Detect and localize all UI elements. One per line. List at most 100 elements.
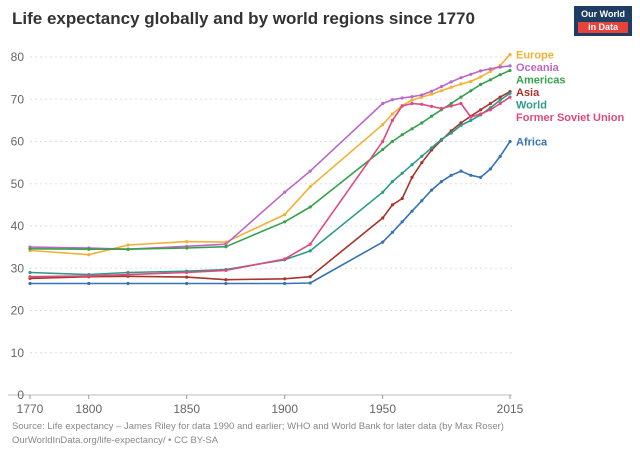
series-point-europe bbox=[308, 185, 312, 189]
series-point-americas bbox=[283, 220, 287, 224]
x-tick-label: 1950 bbox=[369, 402, 396, 416]
series-point-europe bbox=[410, 98, 414, 102]
series-point-americas bbox=[400, 133, 404, 137]
series-point-africa bbox=[390, 230, 394, 234]
series-point-europe bbox=[479, 75, 483, 79]
series-label-americas: Americas bbox=[516, 74, 566, 86]
series-point-former-soviet-union bbox=[381, 139, 385, 144]
series-point-former-soviet-union bbox=[449, 104, 453, 108]
series-point-europe bbox=[449, 85, 453, 89]
series-point-world bbox=[400, 171, 404, 175]
series-point-asia bbox=[410, 175, 414, 179]
series-point-asia bbox=[283, 277, 287, 281]
series-point-africa bbox=[449, 173, 453, 177]
series-point-oceania bbox=[469, 72, 473, 76]
series-point-oceania bbox=[420, 93, 424, 97]
series-point-asia bbox=[420, 161, 424, 165]
series-label-africa: Africa bbox=[516, 137, 548, 149]
series-point-oceania bbox=[508, 64, 512, 68]
series-point-africa bbox=[508, 139, 512, 144]
series-point-world bbox=[469, 118, 473, 122]
series-point-former-soviet-union bbox=[185, 270, 189, 275]
series-point-oceania bbox=[390, 98, 394, 102]
owid-logo-text-bottom: in Data bbox=[578, 21, 628, 34]
series-point-former-soviet-union bbox=[400, 104, 404, 108]
series-point-oceania bbox=[449, 80, 453, 84]
series-point-former-soviet-union bbox=[430, 104, 434, 108]
series-point-former-soviet-union bbox=[87, 274, 91, 278]
series-point-americas bbox=[420, 121, 424, 125]
series-point-americas bbox=[185, 246, 189, 250]
series-point-americas bbox=[390, 139, 394, 144]
series-point-asia bbox=[308, 275, 312, 279]
series-point-europe bbox=[459, 82, 463, 86]
series-point-africa bbox=[308, 281, 312, 285]
series-point-oceania bbox=[283, 190, 287, 194]
series-point-africa bbox=[410, 209, 414, 213]
series-point-world bbox=[390, 180, 394, 184]
series-point-former-soviet-union bbox=[126, 273, 130, 277]
series-point-europe bbox=[87, 253, 91, 257]
series-point-europe bbox=[430, 92, 434, 96]
series-point-oceania bbox=[410, 95, 414, 99]
series-label-europe: Europe bbox=[516, 49, 554, 61]
source-link[interactable]: OurWorldInData.org/life-expectancy/ • CC… bbox=[12, 434, 219, 446]
series-point-americas bbox=[479, 82, 483, 87]
series-point-europe bbox=[185, 240, 189, 244]
series-point-africa bbox=[224, 281, 228, 286]
series-point-former-soviet-union bbox=[283, 257, 287, 261]
series-point-oceania bbox=[224, 242, 228, 246]
series-label-oceania: Oceania bbox=[516, 62, 560, 74]
series-point-asia bbox=[459, 121, 463, 125]
series-point-africa bbox=[498, 154, 502, 158]
series-point-world bbox=[430, 146, 434, 150]
y-tick-label: 0 bbox=[17, 388, 24, 402]
owid-logo[interactable]: Our World in Data bbox=[574, 6, 632, 37]
series-point-former-soviet-union bbox=[28, 275, 32, 279]
y-tick-label: 30 bbox=[11, 261, 25, 275]
x-tick-label: 1850 bbox=[173, 402, 200, 416]
x-tick-label: 1900 bbox=[271, 402, 298, 416]
chart-title: Life expectancy globally and by world re… bbox=[12, 9, 475, 28]
series-point-africa bbox=[283, 281, 287, 286]
series-point-africa bbox=[126, 281, 130, 286]
series-label-asia: Asia bbox=[516, 87, 540, 99]
series-label-world: World bbox=[516, 99, 547, 111]
series-point-americas bbox=[430, 114, 434, 118]
series-point-americas bbox=[459, 95, 463, 99]
series-point-world bbox=[439, 137, 443, 141]
series-point-africa bbox=[430, 188, 434, 192]
series-point-former-soviet-union bbox=[459, 101, 463, 106]
series-point-americas bbox=[381, 147, 385, 152]
series-point-former-soviet-union bbox=[508, 95, 512, 99]
series-point-americas bbox=[308, 205, 312, 209]
series-point-americas bbox=[498, 73, 502, 77]
y-tick-label: 70 bbox=[11, 92, 25, 106]
series-point-former-soviet-union bbox=[479, 112, 483, 116]
series-point-world bbox=[498, 98, 502, 102]
series-point-africa bbox=[459, 169, 463, 173]
series-point-americas bbox=[224, 245, 228, 249]
series-point-asia bbox=[390, 203, 394, 207]
series-point-europe bbox=[126, 243, 130, 247]
series-point-world bbox=[381, 190, 385, 194]
series-point-world bbox=[420, 154, 424, 158]
x-tick-label: 1800 bbox=[75, 402, 102, 416]
x-tick-label: 2015 bbox=[497, 402, 524, 416]
series-label-former-soviet-union: Former Soviet Union bbox=[516, 112, 624, 124]
series-point-former-soviet-union bbox=[488, 108, 492, 112]
series-point-asia bbox=[224, 278, 228, 282]
series-point-world bbox=[410, 163, 414, 167]
series-point-oceania bbox=[400, 96, 404, 100]
series-point-europe bbox=[469, 79, 473, 84]
series-point-americas bbox=[126, 247, 130, 251]
series-point-americas bbox=[28, 247, 32, 251]
series-point-africa bbox=[381, 240, 385, 244]
series-point-asia bbox=[400, 196, 404, 201]
series-point-africa bbox=[439, 180, 443, 184]
series-point-africa bbox=[87, 281, 91, 286]
line-chart: 0 10 20 30 40 50 60 70 80 1770 1800 1850 1900 1950 201… bbox=[8, 49, 624, 416]
y-tick-label: 10 bbox=[11, 346, 25, 360]
series-point-africa bbox=[185, 281, 189, 286]
